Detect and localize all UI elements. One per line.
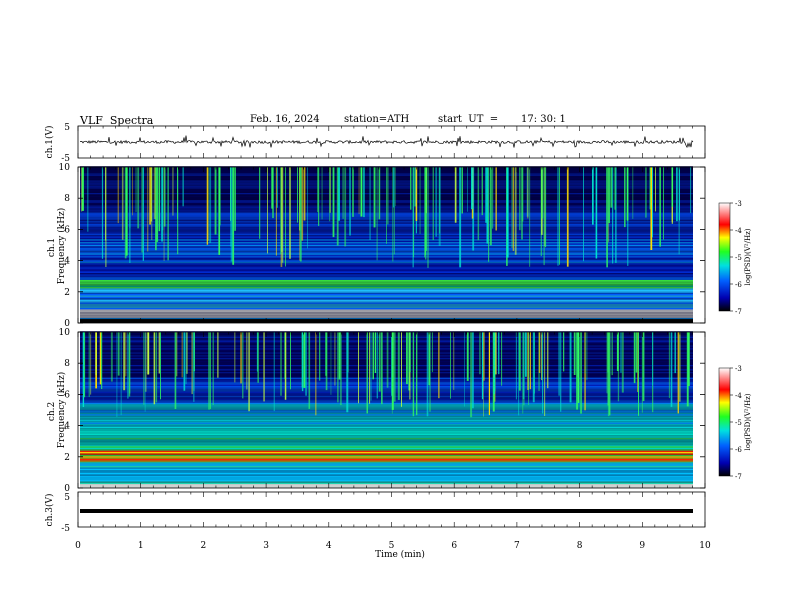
ch2-spectrogram-image (80, 331, 693, 488)
yt1-label-6: 6 (64, 225, 70, 235)
x-tick-10: 10 (699, 541, 711, 551)
ch3-ytick-top: 5 (64, 493, 70, 503)
figure-title: VLF Spectra (80, 114, 154, 127)
yt2-label-8: 8 (64, 359, 70, 369)
x-axis: 0 1 2 3 4 5 6 7 8 9 10 (75, 126, 711, 551)
cb1-tick--7: -7 (735, 308, 742, 316)
ch1-spectrogram-panel: ch.1 Frequency (kHz) 0 2 4 6 8 10 (47, 163, 706, 329)
ch1-yticks: 0 2 4 6 8 10 (59, 163, 705, 329)
ch2-colorbar-label: log(PSD)(V²/Hz) (744, 393, 752, 450)
ch2-spectrogram-panel: ch.2 Frequency (kHz) 0 2 4 6 8 10 (47, 328, 706, 494)
ch2-ylabel-line1: ch.2 (47, 402, 57, 421)
x-tick-8: 8 (577, 541, 583, 551)
ch1-waveform-panel: 5 -5 ch.1(V) (44, 123, 706, 164)
yt2-label-10: 10 (59, 328, 71, 338)
x-tick-9: 9 (639, 541, 645, 551)
yt1-label-0: 0 (64, 319, 70, 329)
start-ut-label: start UT = (438, 114, 499, 125)
ch1-ylabel-line2: Frequency (kHz) (56, 208, 67, 285)
cb2-tick--5: -5 (735, 419, 742, 427)
ch1-ylabel-line1: ch.1 (47, 238, 57, 257)
yt1-label-2: 2 (64, 288, 70, 298)
x-axis-label: Time (min) (375, 549, 425, 560)
yt2-label-0: 0 (64, 484, 70, 494)
station-label: station=ATH (344, 114, 410, 125)
yt1-label-10: 10 (59, 163, 71, 173)
ch1-ytick-top: 5 (64, 123, 70, 133)
yt2-label-6: 6 (64, 390, 70, 400)
cb2-tick--4: -4 (735, 392, 742, 400)
x-tick-6: 6 (451, 541, 457, 551)
yt1-label-4: 4 (64, 257, 70, 267)
yt2-label-4: 4 (64, 422, 70, 432)
cb2-tick--3: -3 (735, 365, 742, 373)
ch1-waveform-line (80, 135, 694, 149)
cb1-tick--5: -5 (735, 254, 742, 262)
start-ut-value: 17: 30: 1 (521, 114, 566, 125)
ch2-yticks: 0 2 4 6 8 10 (59, 328, 705, 494)
yt1-label-8: 8 (64, 194, 70, 204)
cb2-tick--7: -7 (735, 473, 742, 481)
ch3-ytick-bottom: -5 (61, 524, 70, 534)
ch2-colorbar: -3 -4 -5 -6 -7 log(PSD)(V²/Hz) (718, 365, 752, 481)
ch1-freq-ylabel: ch.1 Frequency (kHz) (47, 208, 67, 285)
cb1-tick--4: -4 (735, 227, 742, 235)
ch1-ylabel: ch.1(V) (44, 126, 55, 159)
cb1-tick--6: -6 (735, 281, 742, 289)
ch1-colorbar: -3 -4 -5 -6 -7 log(PSD)(V²/Hz) (718, 200, 752, 316)
x-tick-2: 2 (201, 541, 207, 551)
x-tick-5: 5 (389, 541, 395, 551)
ch1-spectrogram-image (80, 166, 693, 323)
ch3-waveform-panel: 5 -5 ch.3(V) (44, 491, 706, 534)
ch2-ylabel-line2: Frequency (kHz) (56, 372, 67, 449)
cb2-tick--6: -6 (735, 446, 742, 454)
x-tick-3: 3 (263, 541, 269, 551)
cb1-tick--3: -3 (735, 200, 742, 208)
ch1-ytick-bottom: -5 (61, 154, 70, 164)
date-label: Feb. 16, 2024 (250, 114, 320, 125)
yt2-label-2: 2 (64, 453, 70, 463)
ch1-colorbar-label: log(PSD)(V²/Hz) (744, 228, 752, 285)
x-tick-4: 4 (326, 541, 332, 551)
x-tick-1: 1 (138, 541, 144, 551)
x-tick-0: 0 (75, 541, 81, 551)
x-tick-7: 7 (514, 541, 520, 551)
ch3-ylabel: ch.3(V) (44, 494, 55, 527)
ch2-freq-ylabel: ch.2 Frequency (kHz) (47, 372, 67, 449)
